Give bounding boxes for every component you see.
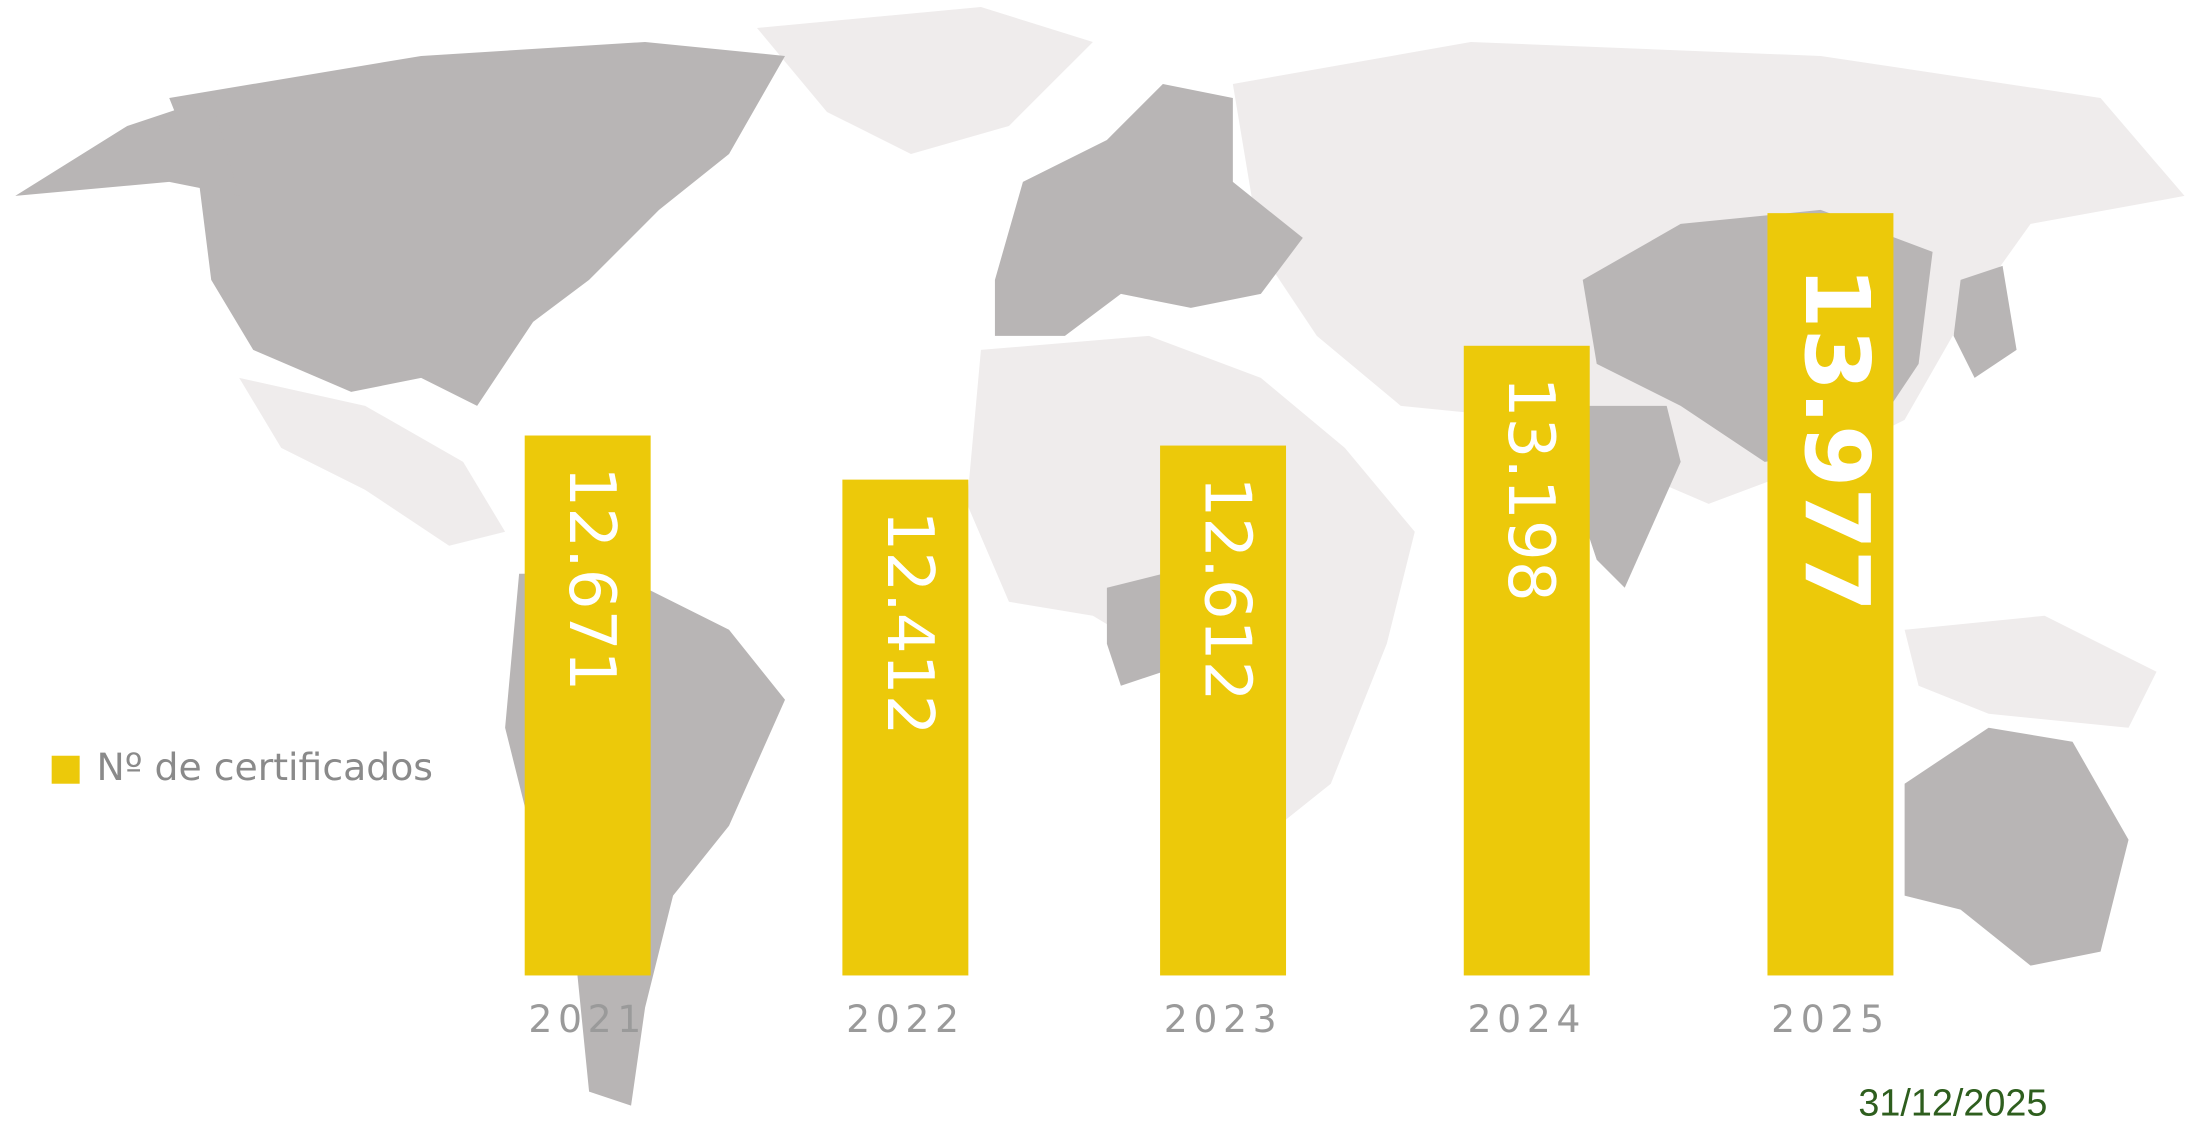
x-tick-label: 2023 — [1164, 997, 1283, 1041]
map-japan — [1953, 265, 2017, 378]
bar-value-label: 12.412 — [872, 510, 947, 735]
bar — [842, 479, 969, 976]
x-tick-label: 2021 — [528, 997, 647, 1041]
map-india — [1568, 405, 1681, 588]
bar — [524, 435, 651, 976]
bar-value-label: 12.671 — [554, 466, 629, 691]
x-tick-label: 2022 — [846, 997, 965, 1041]
map-europe — [994, 83, 1303, 336]
map-australia — [1904, 727, 2129, 966]
legend-label: Nº de certificados — [96, 745, 433, 789]
bar — [1160, 445, 1287, 976]
map-indonesia — [1904, 615, 2157, 728]
bar-value-label: 12.612 — [1189, 476, 1264, 701]
date-annotation: 31/12/2025 — [1858, 1083, 2047, 1125]
legend-swatch — [51, 755, 80, 784]
x-tick-label: 2025 — [1771, 997, 1890, 1041]
map-central-america — [239, 377, 506, 546]
map-north-america — [169, 41, 786, 406]
bar — [1767, 213, 1894, 976]
map-alaska — [15, 97, 240, 196]
bar-value-label: 13.198 — [1493, 377, 1568, 602]
bar — [1463, 345, 1590, 976]
bars: 12.671 2021 12.412 2022 12.612 2023 13.198 2024… — [524, 213, 1894, 1041]
map-greenland — [757, 6, 1093, 154]
bar-value-label: 13.977 — [1784, 266, 1888, 612]
x-tick-label: 2024 — [1467, 997, 1586, 1041]
map-central-africa — [1106, 573, 1163, 686]
